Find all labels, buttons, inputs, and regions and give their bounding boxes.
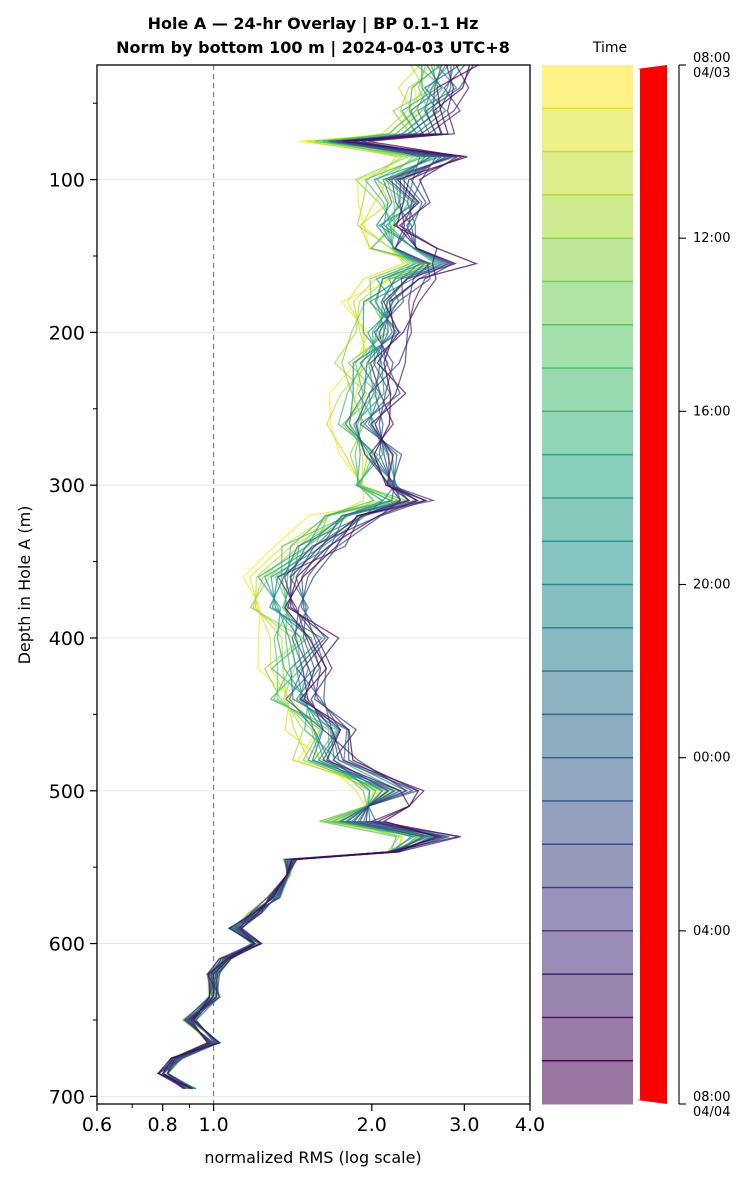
x-axis-label: normalized RMS (log scale)	[204, 1148, 421, 1167]
y-tick-label: 100	[49, 170, 85, 192]
colorbar-tick-label: 12:00	[693, 231, 730, 246]
colorbar-segment	[542, 281, 633, 326]
plot-frame	[96, 64, 531, 1105]
profile-line	[167, 64, 429, 1090]
colorbar-segment	[542, 671, 633, 715]
colorbar-tick-label: 08:00 04/03	[693, 51, 730, 81]
y-tick-label: 200	[49, 322, 85, 344]
y-tick-label: 500	[49, 781, 85, 803]
colorbar-segment	[542, 1017, 633, 1062]
colorbar-tick-label: 04:00	[693, 924, 730, 939]
colorbar	[542, 65, 633, 1105]
profile-line	[158, 64, 429, 1090]
colorbar-tick-label: 20:00	[693, 578, 730, 593]
profiles	[157, 64, 479, 1090]
colorbar-segment	[542, 584, 633, 629]
profile-line	[157, 64, 479, 1090]
colorbar-segment	[542, 497, 633, 542]
y-tick-label: 300	[49, 475, 85, 497]
time-arrow-head-bottom	[637, 1096, 667, 1104]
colorbar-segment	[542, 1060, 633, 1105]
colorbar-tick-label: 16:00	[693, 404, 730, 419]
colorbar-segment	[542, 887, 633, 932]
chart-title-line-2: Norm by bottom 100 m | 2024-04-03 UTC+8	[116, 38, 510, 58]
profile-line	[166, 64, 460, 1090]
chart-title-line-1: Hole A — 24-hr Overlay | BP 0.1–1 Hz	[148, 14, 479, 34]
colorbar-segment	[542, 238, 633, 282]
profile-line	[161, 64, 479, 1090]
colorbar-segment	[542, 454, 633, 499]
time-arrow	[637, 65, 667, 1104]
colorbar-segment	[542, 714, 633, 759]
colorbar-segment	[542, 411, 633, 456]
colorbar-segment	[542, 324, 633, 369]
x-tick-label: 4.0	[515, 1114, 545, 1136]
colorbar-segment	[542, 974, 633, 1018]
x-tick-label: 0.8	[148, 1114, 178, 1136]
colorbar-title: Time	[592, 40, 627, 56]
colorbar-tick-label: 00:00	[693, 751, 730, 766]
x-tick-label: 1.0	[198, 1114, 228, 1136]
x-tick-label: 2.0	[357, 1114, 387, 1136]
colorbar-tick-label: 08:00 04/04	[693, 1090, 730, 1120]
time-arrow-head-top	[637, 65, 667, 73]
colorbar-segment	[542, 541, 633, 585]
x-tick-label: 0.6	[82, 1114, 112, 1136]
y-tick-label: 600	[49, 934, 85, 956]
y-tick-label: 400	[49, 628, 85, 650]
colorbar-segment	[542, 65, 633, 109]
colorbar-segment	[542, 194, 633, 239]
colorbar-segment	[542, 368, 633, 412]
x-axis-ticks: 0.6 0.8 1.0 2.0 3.0 4.0	[82, 1104, 545, 1136]
colorbar-segment	[542, 108, 633, 153]
colorbar-segment	[542, 800, 633, 845]
colorbar-segment	[542, 627, 633, 672]
time-arrow-shaft	[640, 69, 667, 1100]
colorbar-ticks: 08:00 04/03 12:00 16:00 20:00 00:00 04:00 08:00…	[678, 51, 730, 1120]
colorbar-segment	[542, 930, 633, 975]
colorbar-segment	[542, 151, 633, 196]
colorbar-segment	[542, 844, 633, 889]
colorbar-segment	[542, 757, 633, 802]
gridlines	[97, 179, 530, 1097]
y-axis-label: Depth in Hole A (m)	[15, 506, 34, 665]
y-axis-ticks: 100 200 300 400 500 600 700	[49, 102, 97, 1108]
x-tick-label: 3.0	[449, 1114, 479, 1136]
y-tick-label: 700	[49, 1086, 85, 1108]
